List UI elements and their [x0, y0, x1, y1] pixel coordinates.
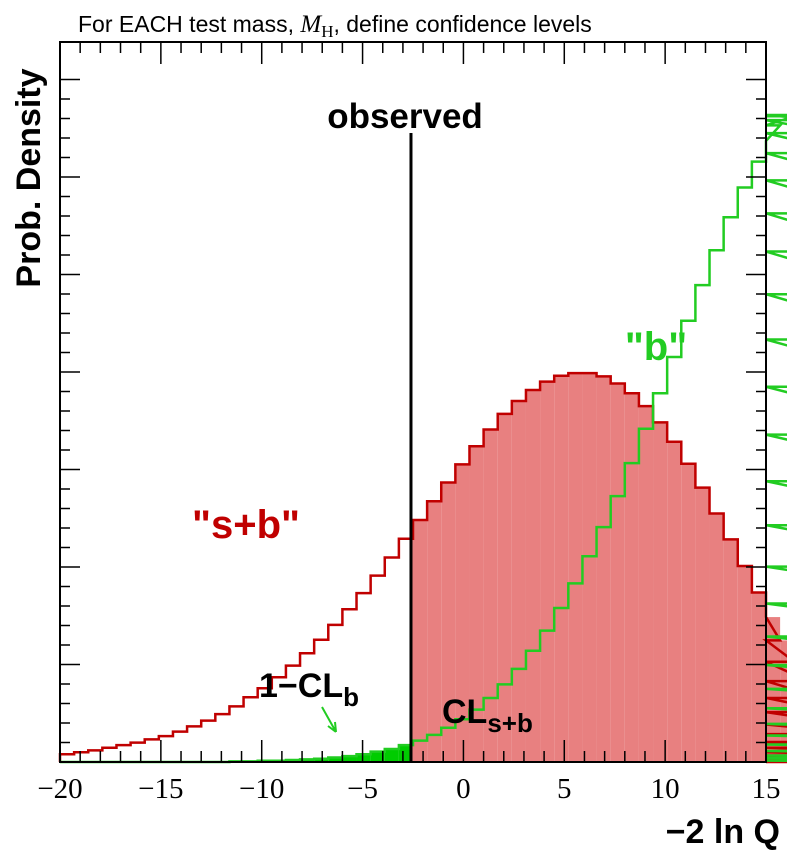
- clsb-fill-bar: [751, 592, 766, 762]
- chart-title: For EACH test mass, MH, define confidenc…: [78, 11, 592, 41]
- x-tick-label: 15: [752, 773, 781, 805]
- b-series-line: [60, 113, 787, 764]
- x-tick-label: −20: [37, 773, 82, 805]
- clsb-fill-bar: [667, 441, 682, 762]
- x-tick-label: −15: [138, 773, 183, 805]
- clsb-fill-bar: [413, 520, 428, 762]
- x-tick-label: 0: [456, 773, 471, 805]
- clb-fill-bar: [342, 756, 357, 762]
- clsb-fill-bar: [596, 376, 611, 762]
- clsb-fill-bar: [610, 383, 625, 762]
- axis-ticks: [59, 42, 767, 763]
- clb-fill-bar: [398, 745, 411, 762]
- clsb-fill-bar: [525, 389, 541, 762]
- clsb-fill-bar: [483, 429, 498, 762]
- one-minus-clb-arrow: [321, 706, 337, 733]
- clsb-fill-bar: [497, 413, 512, 762]
- clb-fill-bar: [328, 757, 343, 762]
- clsb-fill-bar: [582, 373, 597, 762]
- clsb-label: CLs+b: [442, 693, 533, 738]
- clb-fill-bar: [370, 751, 385, 762]
- clsb-fill-bar: [624, 393, 639, 762]
- title-prefix: For EACH test mass,: [78, 11, 300, 37]
- x-tick-labels: −20 −15 −10 −5 0 5 10 15: [37, 773, 780, 805]
- clsb-fill-bar: [638, 406, 654, 762]
- title-symbol-sub: H: [321, 22, 333, 41]
- observed-label: observed: [327, 97, 483, 136]
- clsb-fill-bar: [568, 373, 583, 762]
- sb-series-label: "s+b": [192, 503, 300, 547]
- one-minus-clb-label: 1−CLb: [259, 667, 359, 712]
- clsb-fill-bar: [427, 501, 442, 762]
- clsb-fill-bar: [554, 375, 569, 762]
- histogram-lines: [58, 113, 787, 764]
- clsb-fill-bar: [653, 422, 668, 762]
- clsb-fill-bar: [455, 464, 470, 762]
- clsb-fill-bar: [469, 446, 484, 762]
- clsb-sub: s+b: [487, 708, 533, 738]
- x-tick-label: 10: [651, 773, 680, 805]
- title-suffix: , define confidence levels: [333, 11, 591, 37]
- x-tick-label: −10: [239, 773, 284, 805]
- clsb-fill-bar: [540, 381, 555, 762]
- sb-series-line: [58, 371, 787, 764]
- x-tick-label: −5: [347, 773, 378, 805]
- plot-frame: [59, 41, 767, 763]
- clb-fill-bar: [384, 749, 399, 762]
- x-tick-label: 5: [557, 773, 572, 805]
- clsb-fill-bar: [709, 513, 724, 762]
- clsb-main: CL: [442, 693, 487, 731]
- clsb-fill-bar: [511, 400, 526, 762]
- clb-fill-bar: [300, 759, 315, 762]
- b-series-label: "b": [625, 325, 687, 369]
- clsb-fill-bar: [681, 463, 696, 762]
- clb-fill-bar: [314, 758, 329, 762]
- one-minus-clb-main: 1−CL: [259, 667, 343, 705]
- y-axis-title: Prob. Density: [10, 68, 48, 287]
- title-symbol: M: [299, 11, 322, 38]
- clsb-fill-bar: [695, 487, 710, 762]
- clsb-fill-bar: [723, 539, 738, 762]
- confidence-fills: [229, 373, 787, 762]
- one-minus-clb-sub: b: [343, 682, 359, 712]
- x-axis-title: −2 ln Q: [666, 813, 780, 850]
- clsb-fill-bar: [737, 565, 752, 762]
- clb-fill-bar: [356, 754, 371, 762]
- clsb-fill-bar: [441, 482, 456, 762]
